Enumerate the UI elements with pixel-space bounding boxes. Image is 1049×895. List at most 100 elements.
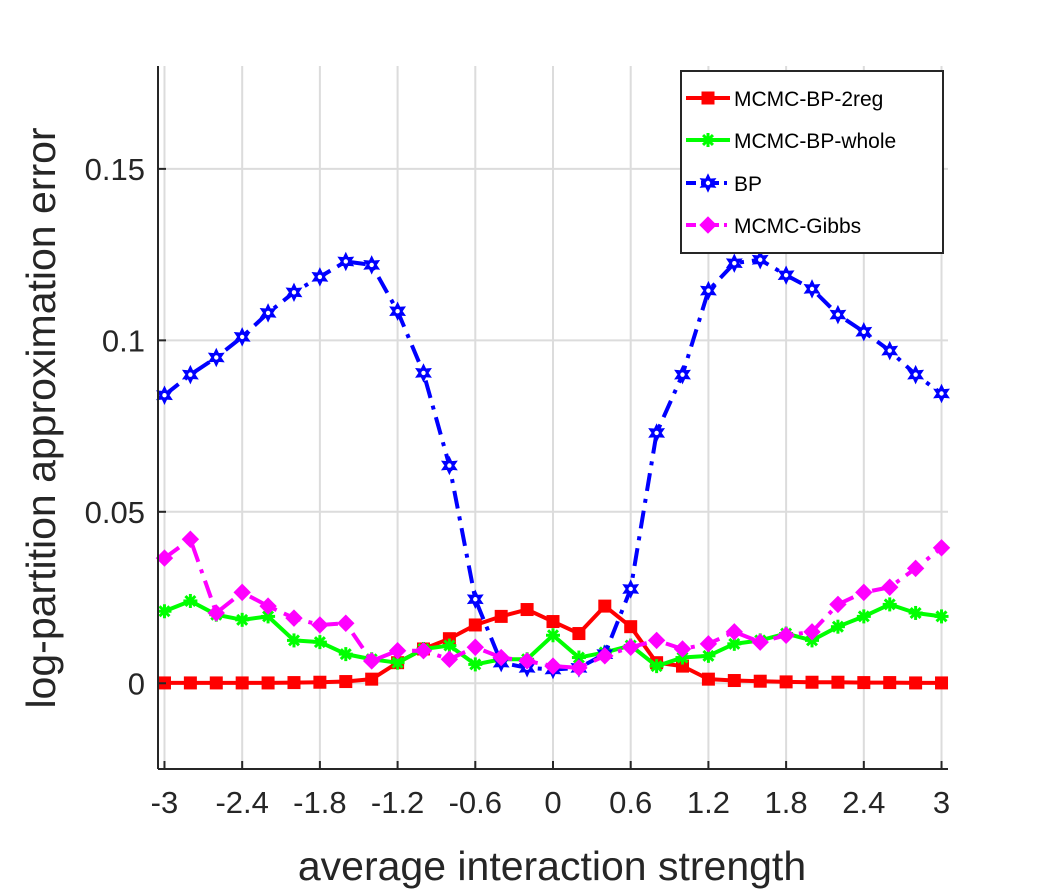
data-point xyxy=(181,364,199,385)
data-point xyxy=(906,559,925,578)
data-point xyxy=(233,327,251,347)
data-point xyxy=(259,303,277,323)
data-point xyxy=(908,605,923,620)
data-point xyxy=(313,675,327,689)
data-point xyxy=(881,340,899,361)
y-tick-label: 0.15 xyxy=(85,152,145,187)
x-tick-label: -3 xyxy=(151,785,179,820)
data-point xyxy=(546,628,560,643)
data-point xyxy=(157,604,172,619)
data-point xyxy=(468,657,483,672)
data-point xyxy=(777,265,795,285)
data-point xyxy=(259,597,277,615)
data-point xyxy=(337,614,355,632)
data-point xyxy=(855,583,873,602)
data-point xyxy=(596,647,614,665)
legend-item-MCMC-BP-2reg: MCMC-BP-2reg xyxy=(686,88,883,111)
data-point xyxy=(363,255,381,275)
data-point xyxy=(518,652,536,670)
legend-box xyxy=(680,70,944,254)
legend-label: BP xyxy=(734,173,762,196)
data-point xyxy=(390,655,405,670)
data-point xyxy=(805,675,819,689)
data-point xyxy=(466,638,485,656)
legend-item-MCMC-Gibbs: MCMC-Gibbs xyxy=(686,215,861,238)
series-layer xyxy=(155,250,951,690)
x-tick-label: 3 xyxy=(933,785,950,820)
data-point xyxy=(935,676,949,690)
data-point xyxy=(183,593,198,608)
data-point xyxy=(598,599,612,613)
data-point xyxy=(727,636,742,651)
data-point xyxy=(311,267,329,287)
data-point xyxy=(155,549,174,567)
data-point xyxy=(207,604,225,622)
tick-label-layer: -3 -2.4 -1.8 -1.2 -0.6 0 0.6 1.2 1.8 2.4 3 0 0.05 0.1… xyxy=(85,152,950,820)
legend-marker xyxy=(701,133,715,147)
data-point xyxy=(235,676,249,690)
data-point xyxy=(233,583,251,602)
data-point xyxy=(699,635,718,653)
data-point xyxy=(777,626,795,644)
data-point xyxy=(674,364,691,385)
y-axis-title: log-partition approximation error xyxy=(18,127,64,708)
data-point xyxy=(624,620,638,634)
data-point xyxy=(183,676,197,690)
data-point xyxy=(389,301,407,321)
legend-items: MCMC-BP-2reg MCMC-BP-whole BP MCMC-Gibbs xyxy=(686,88,896,238)
axes-layer xyxy=(157,66,948,770)
data-point xyxy=(803,279,821,299)
data-point xyxy=(571,650,586,665)
data-point xyxy=(492,648,510,667)
data-point xyxy=(388,641,407,660)
data-point xyxy=(415,363,432,383)
x-tick-label: 0.6 xyxy=(609,785,652,820)
data-point xyxy=(440,650,459,668)
data-point xyxy=(882,597,897,612)
data-point xyxy=(181,530,200,548)
data-point xyxy=(830,619,845,634)
legend: MCMC-BP-2reg MCMC-BP-whole BP MCMC-Gibbs xyxy=(680,70,944,254)
x-tick-label: 0 xyxy=(544,785,561,820)
x-tick-label: 2.4 xyxy=(842,785,885,820)
data-point xyxy=(414,641,433,660)
data-point xyxy=(727,674,741,688)
data-point xyxy=(725,623,744,641)
data-point xyxy=(572,627,586,641)
x-axis-title: average interaction strength xyxy=(298,843,806,889)
data-point xyxy=(285,282,303,303)
data-point xyxy=(701,672,715,686)
data-point xyxy=(440,455,458,476)
data-point xyxy=(673,640,692,658)
data-point xyxy=(312,635,327,650)
data-point xyxy=(468,618,482,632)
x-tick-label: -1.2 xyxy=(371,785,424,820)
data-point xyxy=(725,253,743,273)
data-point xyxy=(286,633,301,648)
data-point xyxy=(907,364,925,385)
data-point xyxy=(546,615,560,629)
data-point xyxy=(751,250,769,270)
data-point xyxy=(621,638,640,656)
legend-marker xyxy=(699,216,717,234)
data-point xyxy=(339,675,353,689)
data-point xyxy=(207,347,225,368)
legend-marker xyxy=(701,91,715,105)
data-point xyxy=(235,612,250,627)
data-point xyxy=(649,659,664,674)
data-point xyxy=(909,676,923,690)
data-point xyxy=(287,676,301,690)
data-point xyxy=(855,322,873,342)
data-point xyxy=(753,674,767,688)
data-point xyxy=(365,672,379,686)
data-point xyxy=(622,579,640,599)
x-tick-label: -0.6 xyxy=(449,785,502,820)
data-point xyxy=(209,676,223,690)
data-point xyxy=(857,676,871,690)
data-point xyxy=(337,251,355,272)
legend-label: MCMC-BP-2reg xyxy=(734,88,883,111)
data-point xyxy=(831,675,845,689)
data-point xyxy=(261,676,275,690)
